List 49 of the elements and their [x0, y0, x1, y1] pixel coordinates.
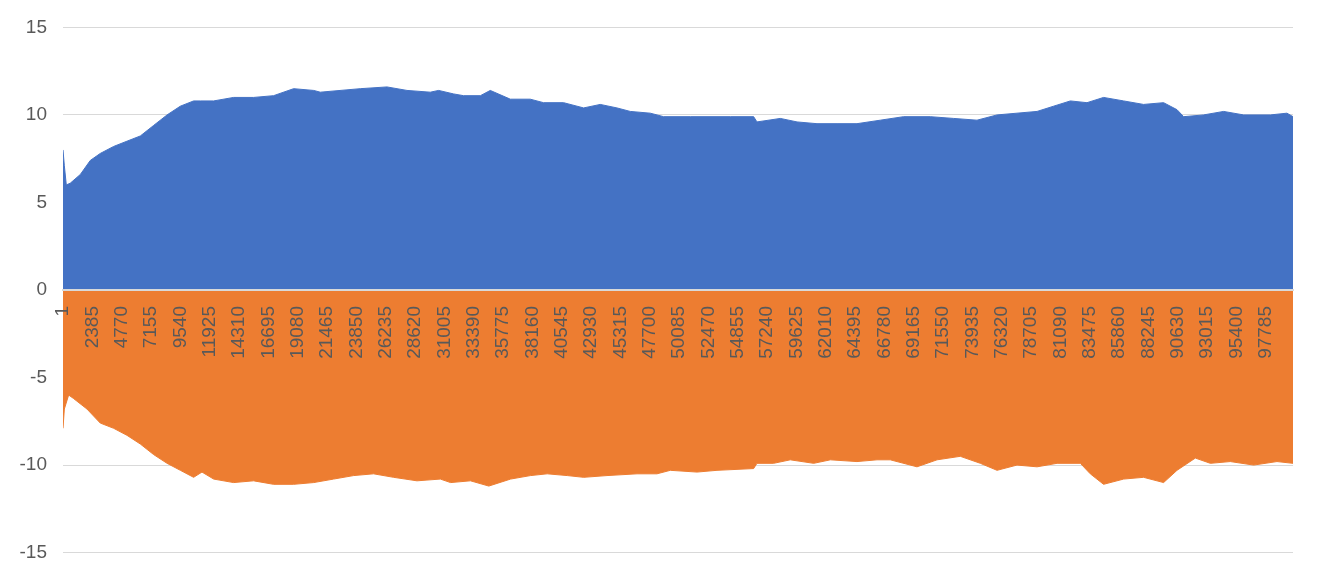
x-tick-label: 26235 [373, 306, 395, 359]
x-tick-label: 95400 [1224, 306, 1246, 359]
x-tick-label: 50085 [667, 306, 689, 359]
y-tick-label: 0 [36, 278, 47, 300]
y-tick-label: -15 [19, 540, 47, 562]
x-tick-label: 9540 [168, 306, 190, 349]
x-tick-label: 90630 [1165, 306, 1187, 359]
x-tick-label: 85860 [1107, 306, 1129, 359]
x-tick-label: 78705 [1019, 306, 1041, 359]
x-tick-label: 73935 [960, 306, 982, 359]
x-tick-label: 21465 [315, 306, 337, 359]
x-tick-label: 83475 [1077, 306, 1099, 359]
x-tick-label: 33390 [461, 306, 483, 359]
x-tick-label: 4770 [109, 306, 131, 349]
x-tick-label: 16695 [256, 306, 278, 359]
x-tick-label: 38160 [520, 306, 542, 359]
x-tick-label: 69165 [901, 306, 923, 359]
x-tick-label: 31005 [432, 306, 454, 359]
x-tick-label: 62010 [813, 306, 835, 359]
x-tick-label: 35775 [491, 306, 513, 359]
x-tick-label: 88245 [1136, 306, 1158, 359]
x-tick-label: 40545 [549, 306, 571, 359]
x-tick-label: 64395 [843, 306, 865, 359]
x-tick-label: 54855 [725, 306, 747, 359]
x-tick-label: 11925 [197, 306, 219, 358]
y-tick-label: -10 [19, 453, 47, 475]
x-tick-label: 7155 [139, 306, 161, 349]
x-tick-label: 52470 [696, 306, 718, 359]
x-tick-label: 71550 [931, 306, 953, 359]
x-tick-label: 1 [51, 306, 73, 317]
x-tick-label: 81090 [1048, 306, 1070, 359]
y-tick-label: 10 [25, 103, 47, 125]
x-tick-label: 57240 [755, 306, 777, 359]
x-tick-label: 45315 [608, 306, 630, 359]
x-tick-label: 42930 [579, 306, 601, 359]
x-tick-label: 97785 [1253, 306, 1275, 359]
y-tick-label: 15 [25, 15, 47, 37]
y-tick-label: -5 [30, 365, 47, 387]
x-tick-label: 2385 [80, 306, 102, 349]
x-tick-label: 28620 [403, 306, 425, 359]
y-tick-label: 5 [36, 190, 47, 212]
x-tick-label: 59625 [784, 306, 806, 359]
x-tick-label: 14310 [227, 306, 249, 359]
x-tick-label: 47700 [637, 306, 659, 359]
x-tick-label: 19080 [285, 306, 307, 359]
x-tick-label: 93015 [1195, 306, 1217, 359]
x-tick-label: 66780 [872, 306, 894, 359]
x-tick-label: 76320 [989, 306, 1011, 359]
x-tick-label: 23850 [344, 306, 366, 359]
